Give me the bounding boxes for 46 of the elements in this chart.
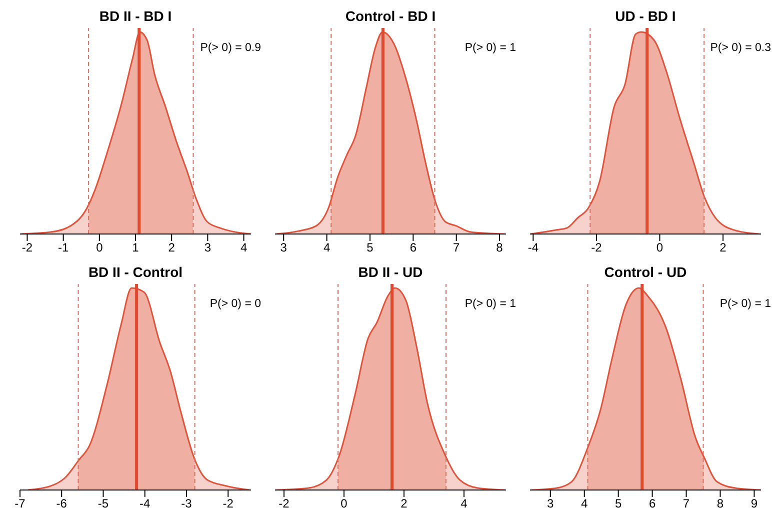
x-tick-label: 0 [340, 496, 348, 511]
x-tick-label: 2 [400, 496, 408, 511]
x-tick-label: 4 [323, 240, 330, 255]
x-tick-label: 3 [280, 240, 288, 255]
x-tick-label: -1 [58, 240, 69, 255]
chart-title: BD II - BD I [98, 8, 173, 24]
x-tick-label: 6 [410, 240, 417, 255]
chart-title: BD II - Control [87, 264, 184, 280]
x-tick-label: -4 [140, 496, 151, 511]
x-tick-label: -2 [222, 496, 234, 511]
annotation: P(> 0) = 1 [464, 298, 516, 310]
x-tick-label: 8 [496, 240, 504, 255]
x-tick-label: 1 [132, 240, 140, 255]
annotation: P(> 0) = 0.9 [200, 42, 261, 54]
annotation: P(> 0) = 1 [464, 42, 516, 54]
annotation: P(> 0) = 1 [720, 298, 771, 310]
x-tick-label: 0 [96, 240, 104, 255]
x-tick-label: 3 [204, 240, 212, 255]
x-tick-label: 2 [168, 240, 176, 255]
x-tick-label: 9 [750, 496, 758, 511]
x-tick-label: 5 [614, 496, 622, 511]
x-tick-label: 4 [581, 496, 588, 511]
x-tick-label: -3 [181, 496, 192, 511]
annotation: P(> 0) = 0 [210, 298, 261, 310]
chart-title: UD - BD I [614, 8, 677, 24]
x-tick-label: 4 [240, 240, 248, 255]
x-tick-label: -5 [98, 496, 109, 511]
x-tick-label: -4 [528, 240, 539, 255]
x-tick-label: 7 [453, 240, 460, 255]
x-tick-label: -2 [278, 496, 290, 511]
x-tick-label: 2 [720, 240, 727, 255]
x-tick-label: 7 [682, 496, 690, 511]
x-tick-label: -6 [56, 496, 68, 511]
chart-title: Control - BD I [344, 8, 437, 24]
x-tick-label: -2 [22, 240, 33, 255]
chart-title: Control - UD [603, 264, 688, 280]
x-tick-label: -7 [14, 496, 26, 511]
chart-title: BD II - UD [357, 264, 424, 280]
x-tick-label: -2 [591, 240, 602, 255]
annotation: P(> 0) = 0.3 [710, 42, 771, 54]
x-tick-label: 5 [366, 240, 374, 255]
x-tick-label: 6 [648, 496, 656, 511]
x-tick-label: 0 [656, 240, 664, 255]
x-tick-label: 4 [460, 496, 468, 511]
x-tick-label: 8 [716, 496, 724, 511]
x-tick-label: 3 [547, 496, 554, 511]
